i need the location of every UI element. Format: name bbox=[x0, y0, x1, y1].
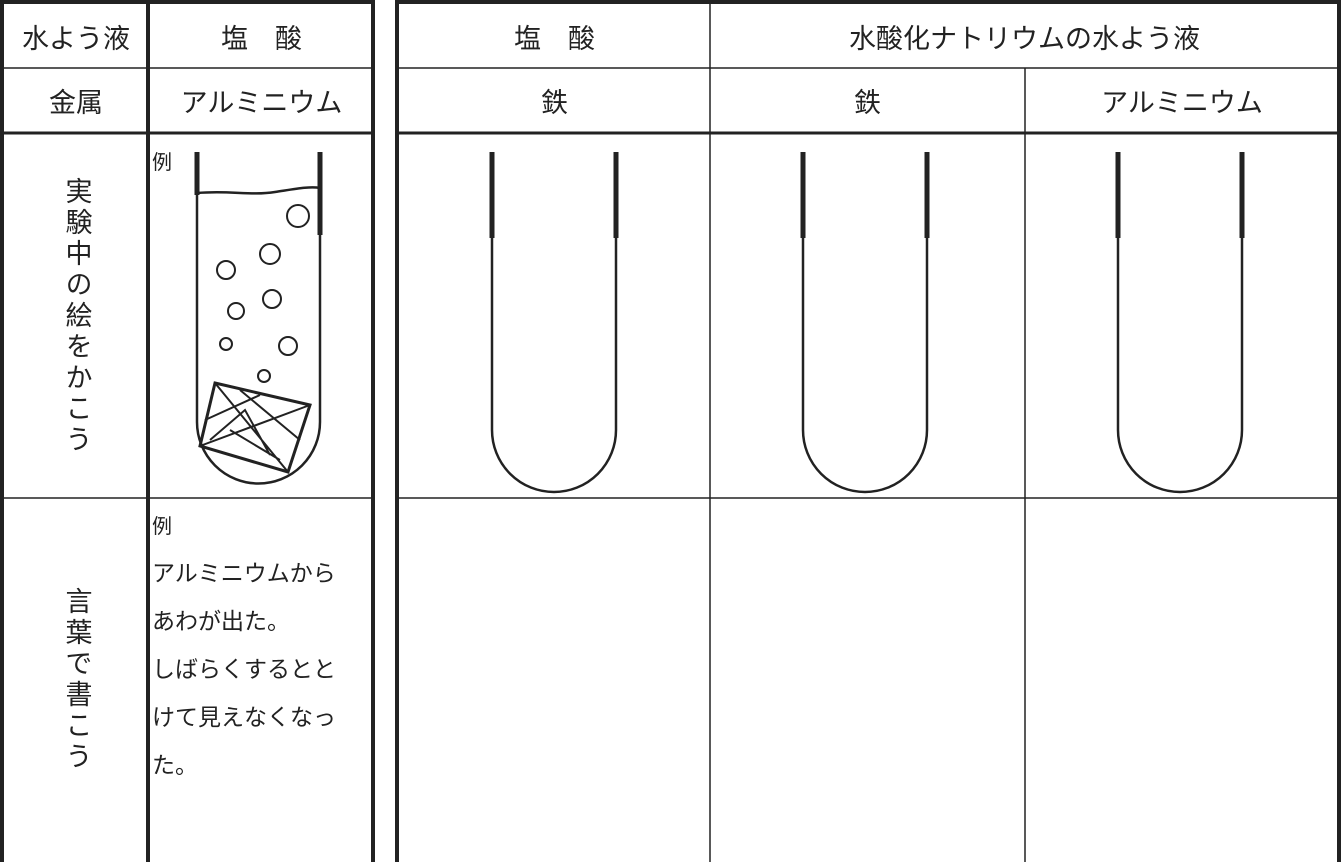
metal: アルミニウム bbox=[1101, 88, 1263, 119]
metal: 鉄 bbox=[854, 88, 881, 119]
example-label: 例 bbox=[152, 514, 172, 538]
example-label: 例 bbox=[152, 150, 172, 174]
solution-label: 水よう液 bbox=[22, 23, 130, 55]
metal-label: 金属 bbox=[49, 88, 103, 119]
example-line: しばらくするとと bbox=[152, 657, 336, 683]
example-line: けて見えなくなっ bbox=[152, 705, 336, 731]
solution: 水酸化ナトリウムの水よう液 bbox=[849, 23, 1200, 55]
example-line: た。 bbox=[152, 753, 198, 779]
solution: 塩 酸 bbox=[221, 23, 302, 55]
example-line: あわが出た。 bbox=[152, 609, 290, 635]
drawing-label: 実験中の絵をかこう bbox=[60, 177, 92, 456]
example-tube bbox=[194, 152, 323, 485]
example-line: アルミニウムから bbox=[152, 561, 336, 587]
words-label: 言葉で書こう bbox=[60, 587, 92, 773]
metal: 鉄 bbox=[541, 88, 568, 119]
metal: アルミニウム bbox=[180, 88, 343, 119]
solution: 塩 酸 bbox=[514, 23, 595, 55]
test-tubes bbox=[489, 152, 1245, 494]
